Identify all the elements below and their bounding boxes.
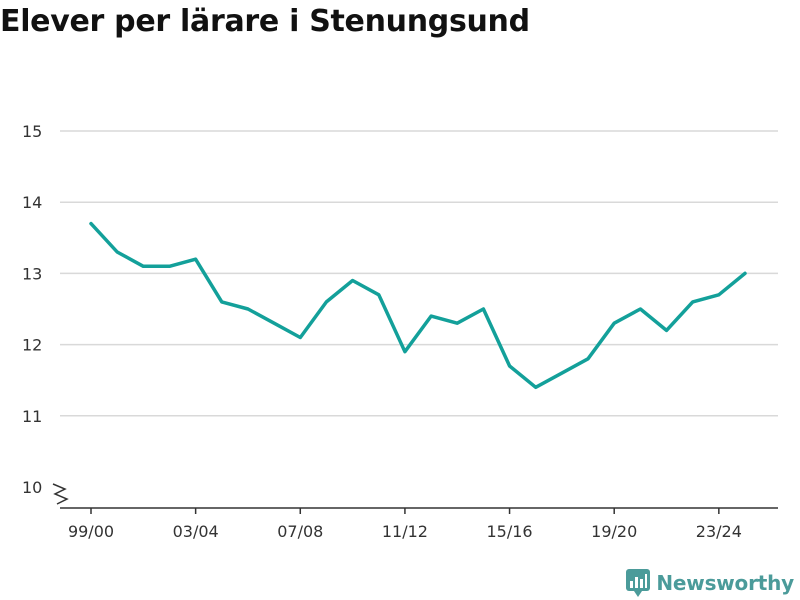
chart-title: Elever per lärare i Stenungsund xyxy=(0,4,530,39)
x-tick-label-11/12: 11/12 xyxy=(382,522,428,541)
data-point-24/25 xyxy=(743,271,747,275)
data-point-16/17 xyxy=(534,385,538,389)
series-line xyxy=(89,221,747,390)
data-point-00/01 xyxy=(115,250,119,254)
data-point-03/04 xyxy=(194,257,198,261)
data-point-09/10 xyxy=(351,279,355,283)
data-point-04/05 xyxy=(220,300,224,304)
y-tick-label-11: 11 xyxy=(22,407,42,426)
y-tick-label-12: 12 xyxy=(22,336,42,355)
axis-break-mark xyxy=(52,483,69,505)
x-axis: 99/00 03/04 07/08 11/12 15/16 19/20 23/24 xyxy=(52,483,778,541)
data-point-08/09 xyxy=(324,300,328,304)
data-point-13/14 xyxy=(455,321,459,325)
x-tick-label-99/00: 99/00 xyxy=(68,522,114,541)
data-point-18/19 xyxy=(586,357,590,361)
brand-name: Newsworthy xyxy=(656,571,794,595)
data-point-07/08 xyxy=(298,335,302,339)
data-point-21/22 xyxy=(665,328,669,332)
data-point-11/12 xyxy=(403,350,407,354)
data-point-05/06 xyxy=(246,307,250,311)
x-tick-label-19/20: 19/20 xyxy=(591,522,637,541)
series-group xyxy=(89,221,747,390)
data-point-10/11 xyxy=(377,293,381,297)
data-point-15/16 xyxy=(508,364,512,368)
data-point-22/23 xyxy=(691,300,695,304)
data-point-99/00 xyxy=(89,222,93,226)
x-tick-label-23/24: 23/24 xyxy=(696,522,742,541)
x-tick-label-15/16: 15/16 xyxy=(487,522,533,541)
x-tick-label-03/04: 03/04 xyxy=(173,522,219,541)
newsworthy-logo-icon xyxy=(626,569,651,597)
data-point-17/18 xyxy=(560,371,564,375)
data-point-14/15 xyxy=(481,307,485,311)
data-point-01/02 xyxy=(141,264,145,268)
y-axis: 10 11 12 13 14 15 xyxy=(22,122,42,497)
y-tick-label-10: 10 xyxy=(22,478,42,497)
data-point-23/24 xyxy=(717,293,721,297)
data-point-20/21 xyxy=(638,307,642,311)
data-point-02/03 xyxy=(167,264,171,268)
y-tick-label-13: 13 xyxy=(22,264,42,283)
y-tick-label-14: 14 xyxy=(22,193,42,212)
x-tick-label-07/08: 07/08 xyxy=(277,522,323,541)
data-point-12/13 xyxy=(429,314,433,318)
brand-logo: Newsworthy xyxy=(626,568,794,598)
data-point-19/20 xyxy=(612,321,616,325)
y-tick-label-15: 15 xyxy=(22,122,42,141)
data-point-06/07 xyxy=(272,321,276,325)
gridlines xyxy=(60,130,778,417)
